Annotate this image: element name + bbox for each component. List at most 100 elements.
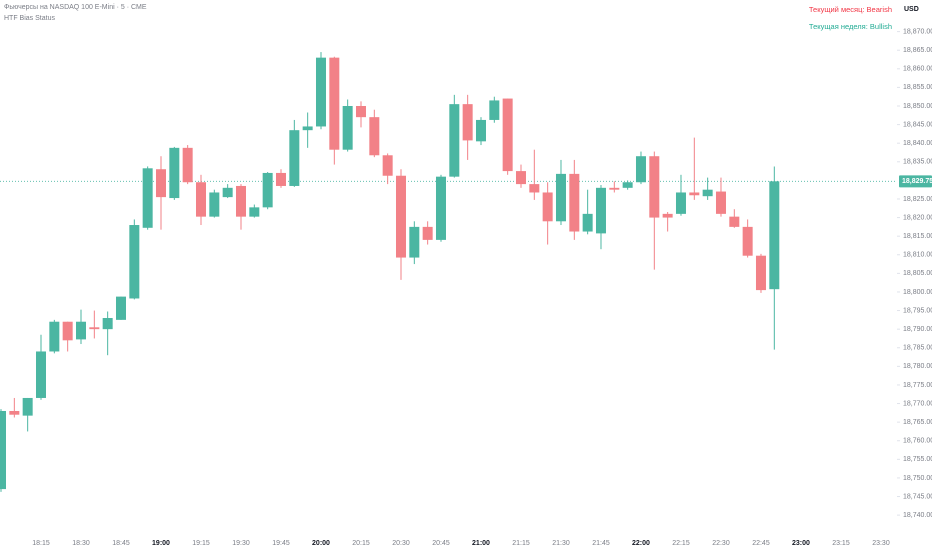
y-tick-label: 18,745.00 bbox=[903, 493, 932, 500]
candle-body bbox=[195, 182, 206, 217]
candle-body bbox=[22, 397, 33, 416]
x-tick-label: 23:00 bbox=[792, 540, 810, 547]
candle-body bbox=[169, 147, 180, 199]
candle-body bbox=[102, 318, 113, 330]
x-tick-label: 20:15 bbox=[352, 540, 370, 547]
candle-body bbox=[635, 156, 646, 183]
candle-body bbox=[595, 187, 606, 234]
candle-body bbox=[675, 192, 686, 214]
y-tick-label: 18,820.00 bbox=[903, 214, 932, 221]
y-tick-label: 18,805.00 bbox=[903, 270, 932, 277]
candle-body bbox=[755, 255, 766, 291]
candle-body bbox=[342, 106, 353, 150]
y-tick-label: 18,870.00 bbox=[903, 28, 932, 35]
x-tick-label: 22:45 bbox=[752, 540, 770, 547]
candle-body bbox=[0, 410, 6, 490]
y-tick-label: 18,770.00 bbox=[903, 400, 932, 407]
chart-title: Фьючерсы на NASDAQ 100 E-Mini · 5 · CME bbox=[4, 4, 147, 11]
candle-body bbox=[622, 182, 633, 188]
x-tick-label: 20:30 bbox=[392, 540, 410, 547]
candle-body bbox=[75, 321, 86, 340]
candle-body bbox=[9, 410, 20, 415]
x-tick-label: 21:30 bbox=[552, 540, 570, 547]
y-tick-label: 18,740.00 bbox=[903, 512, 932, 519]
indicator-name: HTF Bias Status bbox=[4, 15, 55, 22]
candle-body bbox=[355, 106, 366, 118]
x-tick-label: 23:15 bbox=[832, 540, 850, 547]
y-tick-label: 18,840.00 bbox=[903, 140, 932, 147]
candle-body bbox=[329, 57, 340, 150]
candle-body bbox=[609, 187, 620, 190]
x-tick-label: 18:15 bbox=[32, 540, 50, 547]
x-tick-label: 22:15 bbox=[672, 540, 690, 547]
candle-body bbox=[409, 226, 420, 258]
y-tick-label: 18,815.00 bbox=[903, 233, 932, 240]
candle-body bbox=[542, 192, 553, 222]
x-tick-label: 19:45 bbox=[272, 540, 290, 547]
candle-body bbox=[62, 321, 73, 341]
currency: USD bbox=[904, 6, 919, 13]
y-tick-label: 18,850.00 bbox=[903, 103, 932, 110]
y-tick-label: 18,750.00 bbox=[903, 475, 932, 482]
candle-body bbox=[209, 192, 220, 217]
candle-body bbox=[222, 187, 233, 198]
candle-body bbox=[302, 126, 313, 131]
y-tick-label: 18,860.00 bbox=[903, 66, 932, 73]
candle-body bbox=[582, 213, 593, 232]
x-tick-label: 23:30 bbox=[872, 540, 890, 547]
x-tick-label: 21:15 bbox=[512, 540, 530, 547]
x-tick-label: 21:00 bbox=[472, 540, 490, 547]
candle-body bbox=[742, 226, 753, 256]
candle-body bbox=[262, 172, 273, 208]
candle-body bbox=[369, 117, 380, 156]
x-tick-label: 22:30 bbox=[712, 540, 730, 547]
y-tick-label: 18,765.00 bbox=[903, 419, 932, 426]
candle-body bbox=[569, 173, 580, 232]
x-tick-label: 22:00 bbox=[632, 540, 650, 547]
x-tick-label: 19:00 bbox=[152, 540, 170, 547]
y-tick-label: 18,800.00 bbox=[903, 289, 932, 296]
candle-body bbox=[702, 189, 713, 197]
candle-body bbox=[769, 181, 780, 290]
y-tick-label: 18,760.00 bbox=[903, 438, 932, 445]
candle-body bbox=[289, 130, 300, 186]
x-tick-label: 18:45 bbox=[112, 540, 130, 547]
candle-body bbox=[395, 175, 406, 258]
candle-body bbox=[435, 176, 446, 240]
candle-body bbox=[449, 104, 460, 177]
x-tick-label: 20:45 bbox=[432, 540, 450, 547]
candle-body bbox=[89, 327, 100, 330]
y-tick-label: 18,775.00 bbox=[903, 382, 932, 389]
y-tick-label: 18,795.00 bbox=[903, 307, 932, 314]
y-tick-label: 18,845.00 bbox=[903, 121, 932, 128]
candle-body bbox=[49, 321, 60, 352]
candle-body bbox=[129, 225, 140, 299]
candle-body bbox=[115, 296, 126, 320]
candle-body bbox=[529, 184, 540, 193]
candle-body bbox=[462, 104, 473, 141]
y-tick-label: 18,790.00 bbox=[903, 326, 932, 333]
y-tick-label: 18,835.00 bbox=[903, 159, 932, 166]
candle-body bbox=[649, 156, 660, 218]
candle-body bbox=[515, 171, 526, 185]
candle-body bbox=[689, 192, 700, 196]
candle-body bbox=[35, 351, 46, 398]
candle-body bbox=[382, 155, 393, 176]
x-tick-label: 21:45 bbox=[592, 540, 610, 547]
y-tick-label: 18,785.00 bbox=[903, 345, 932, 352]
candle-body bbox=[715, 191, 726, 214]
y-tick-label: 18,855.00 bbox=[903, 84, 932, 91]
candle-body bbox=[235, 185, 246, 217]
bias-label: Текущая неделя: Bullish bbox=[809, 22, 892, 31]
x-tick-label: 18:30 bbox=[72, 540, 90, 547]
y-tick-label: 18,780.00 bbox=[903, 363, 932, 370]
candle-body bbox=[729, 216, 740, 227]
x-tick-label: 20:00 bbox=[312, 540, 330, 547]
last-price-label: 18,829.75 bbox=[902, 178, 932, 185]
candle-body bbox=[275, 172, 286, 186]
y-tick-label: 18,810.00 bbox=[903, 252, 932, 259]
candle-body bbox=[489, 100, 500, 120]
y-tick-label: 18,825.00 bbox=[903, 196, 932, 203]
candle-body bbox=[662, 213, 673, 218]
